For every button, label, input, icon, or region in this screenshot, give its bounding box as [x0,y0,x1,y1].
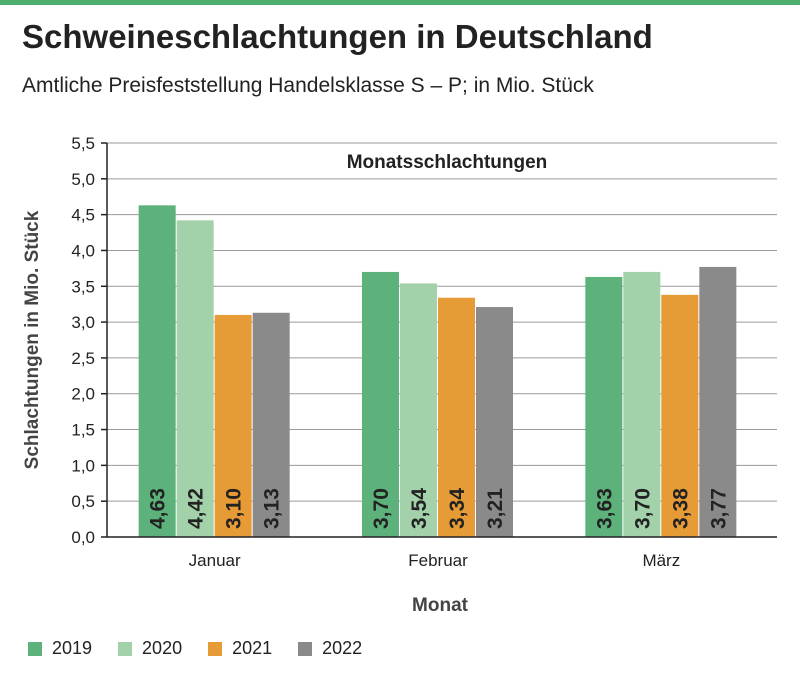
y-tick-label: 3,5 [71,277,95,296]
bar [252,312,290,537]
legend: 2019 2020 2021 2022 [28,638,388,659]
bar [623,271,661,537]
bar-value-label: 3,54 [408,488,431,529]
bar [438,297,475,537]
bar-value-label: 3,70 [370,488,393,529]
bars: 4,63 4,42 3,10 3,13 3,70 3,54 3,34 3,21 3,63 3,70… [138,205,737,537]
bar-value-label: 3,13 [261,488,284,529]
legend-label: 2021 [232,638,273,658]
bar-value-label: 4,63 [147,488,170,529]
x-axis-title: Monat [412,595,469,616]
bar [476,307,513,537]
y-tick-label: 1,0 [71,456,95,475]
x-tick-label: Februar [408,551,468,570]
y-tick-label: 1,5 [71,421,95,440]
legend-swatch [28,641,42,656]
legend-item: 2021 [208,638,272,659]
bar [214,314,252,537]
x-tick-label: Januar [189,551,241,570]
bar-value-label: 3,38 [669,488,692,529]
legend-label: 2019 [52,638,93,658]
bar [138,205,176,537]
page-title: Schweineschlachtungen in Deutschland [22,18,653,55]
y-axis-title: Schlachtungen in Mio. Stück [22,210,43,469]
bar-value-label: 3,10 [223,488,246,529]
y-tick-label: 0,5 [71,492,95,511]
bar [699,266,737,537]
bar-value-label: 3,70 [631,488,654,529]
y-tick-label: 0,0 [71,528,95,547]
legend-label: 2022 [322,638,363,658]
bar [400,283,437,537]
y-tick-label: 3,0 [71,313,95,332]
page-subtitle: Amtliche Preisfeststellung Handelsklasse… [22,74,594,97]
y-tick-label: 2,5 [71,349,95,368]
y-tick-label: 4,5 [71,206,95,225]
bar [362,271,399,537]
bar [176,220,214,537]
y-tick-label: 4,0 [71,241,95,260]
y-tick-label: 5,5 [71,134,95,153]
axes: 0,0 0,5 1,0 1,5 2,0 2,5 3,0 3,5 4,0 4,5 5,0 5,5 Janu… [71,134,777,570]
bar-value-label: 3,21 [484,488,507,529]
legend-swatch [298,641,313,656]
x-tick-label: März [642,551,680,570]
bar-value-label: 3,34 [446,488,469,529]
legend-item: 2022 [298,638,362,659]
bar-value-label: 3,63 [593,488,616,529]
legend-swatch [118,641,133,656]
chart-title: Monatsschlachtungen [347,152,548,173]
legend-item: 2019 [28,638,92,659]
top-accent-bar [0,0,800,5]
y-tick-label: 2,0 [71,385,95,404]
bar-value-label: 4,42 [185,488,208,529]
legend-swatch [208,641,223,656]
bar [585,276,623,537]
legend-item: 2020 [118,638,182,659]
bar-value-label: 3,77 [707,488,730,529]
legend-label: 2020 [142,638,183,658]
y-tick-label: 5,0 [71,170,95,189]
bar [661,294,699,537]
